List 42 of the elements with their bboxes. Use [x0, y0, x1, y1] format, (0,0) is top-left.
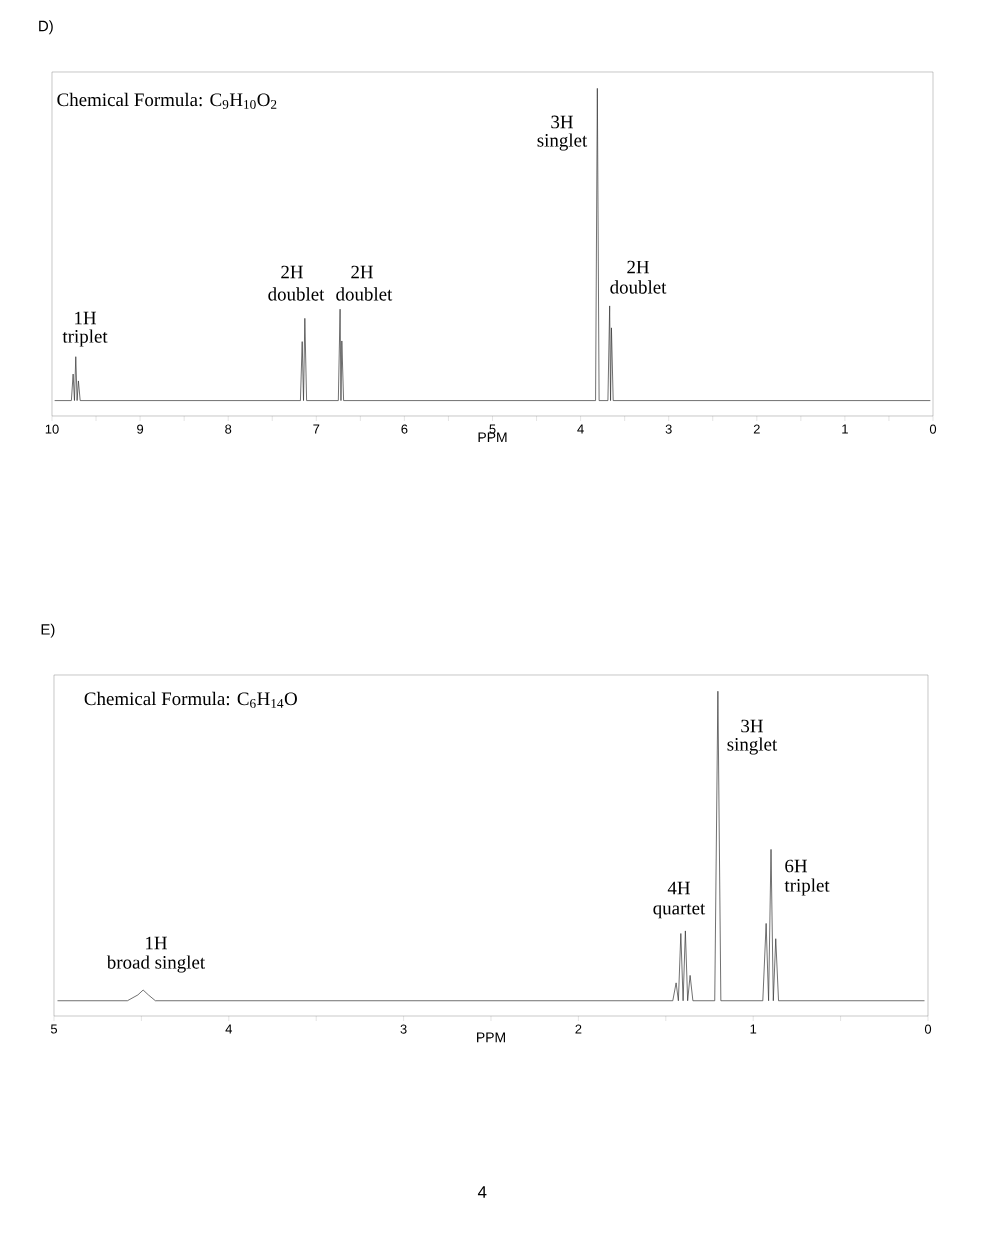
x-tick-label: 8	[225, 424, 232, 434]
x-tick-label: 7	[313, 424, 320, 434]
x-axis-title: PPM	[478, 432, 507, 443]
annotation: 2H	[351, 265, 374, 279]
x-tick-label: 2	[753, 424, 760, 434]
annotation: 4H	[667, 881, 690, 895]
text: 4	[477, 1186, 487, 1198]
x-tick-label: 4	[225, 1024, 233, 1034]
chart-subtitle: Chemical Formula: C$_{9}$H$_{10}$O$_{2}$	[57, 92, 277, 109]
annotation: doublet	[336, 287, 393, 301]
chart-title: D)	[39, 20, 53, 35]
x-tick-label: 3	[665, 424, 672, 434]
annotation: doublet	[610, 280, 667, 294]
x-tick-label: 10	[45, 424, 59, 434]
x-tick-label: 1	[750, 1024, 757, 1034]
annotation: 3H	[551, 115, 574, 129]
annotation: singlet	[727, 737, 778, 755]
x-tick-label: 3	[400, 1024, 407, 1034]
x-tick-label: 5	[50, 1024, 58, 1034]
x-tick-label: 5	[489, 424, 496, 434]
chart-title: E)	[41, 623, 55, 638]
chart-subtitle: Chemical Formula: C$_{6}$H$_{14}$O	[84, 691, 297, 708]
annotation: 1H	[75, 311, 97, 325]
annotation: quartet	[653, 903, 706, 919]
annotation: triplet	[62, 329, 108, 347]
x-tick-label: 2	[575, 1024, 582, 1034]
x-tick-label: 4	[577, 424, 584, 434]
x-tick-label: 9	[137, 424, 144, 434]
annotation: broad singlet	[106, 955, 206, 973]
annotation: 2H	[281, 265, 303, 279]
annotation: 1H	[146, 936, 167, 950]
annotation: doublet	[268, 287, 325, 301]
annotation: triplet	[784, 878, 830, 896]
annotation: 2H	[627, 260, 650, 274]
annotation: singlet	[537, 133, 588, 151]
x-axis-title: PPM	[477, 1032, 505, 1043]
annotation: 3H	[741, 719, 763, 733]
x-tick-label: 6	[401, 424, 408, 434]
x-tick-label: 1	[842, 424, 848, 434]
x-tick-label: 0	[929, 424, 937, 434]
annotation: 6H	[785, 859, 808, 873]
x-tick-label: 0	[924, 1024, 932, 1034]
